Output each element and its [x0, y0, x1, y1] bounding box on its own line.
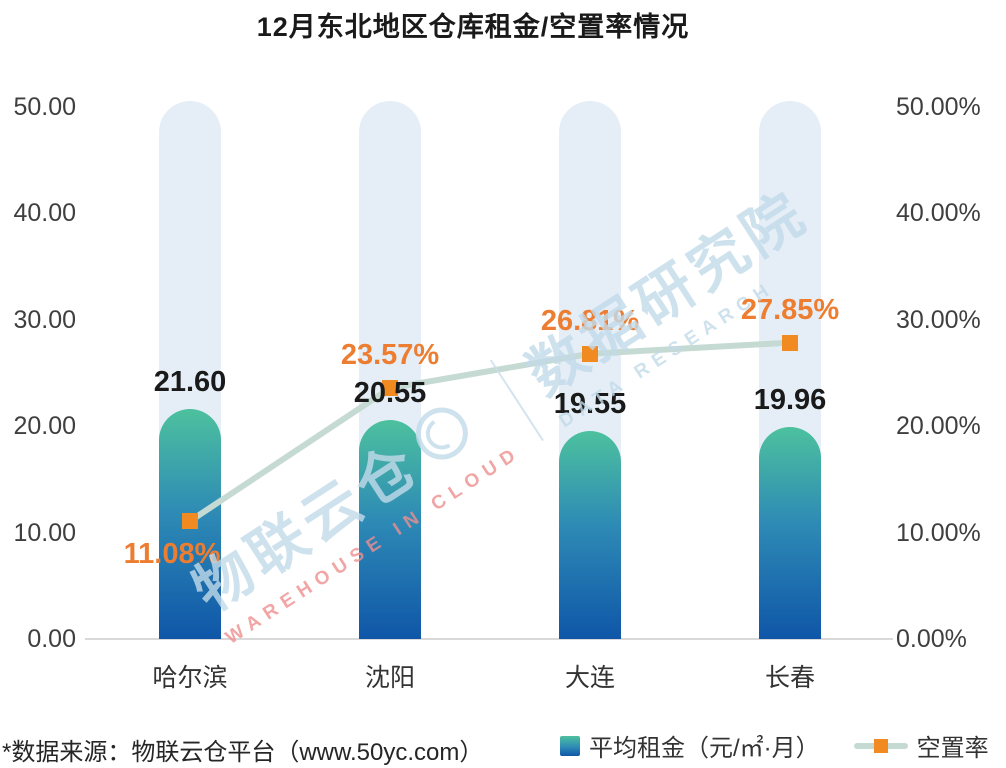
vacancy-value-label: 27.85%: [740, 293, 840, 326]
legend-vacancy-label: 空置率: [916, 735, 989, 762]
vacancy-marker-icon: [582, 345, 598, 362]
data-source-note: *数据来源：物联云仓平台（www.50yc.com）: [2, 739, 484, 766]
rent-value-label: 19.55: [553, 387, 627, 420]
vacancy-value-label: 23.57%: [340, 339, 440, 372]
category-label: 长春: [764, 664, 815, 692]
rent-bar: [559, 430, 621, 639]
legend-rent-label: 平均租金（元/㎡·月）: [589, 735, 820, 762]
vacancy-marker-icon: [182, 513, 198, 530]
y-axis-right-tick-label: 50.00%: [896, 93, 981, 121]
rent-value-label: 19.96: [753, 383, 827, 416]
y-axis-right-tick-label: 10.00%: [896, 518, 981, 547]
vacancy-value-label: 26.81%: [540, 304, 640, 337]
category-label: 沈阳: [364, 664, 415, 692]
x-axis-line: [85, 638, 893, 640]
legend: 平均租金（元/㎡·月） 空置率: [560, 728, 989, 763]
chart-title: 12月东北地区仓库租金/空置率情况: [256, 12, 690, 42]
rent-bar: [759, 426, 821, 639]
y-axis-right-tick-label: 30.00%: [896, 305, 981, 334]
legend-marker-icon: [873, 738, 888, 753]
y-axis-right-tick-label: 0.00%: [896, 625, 967, 653]
y-axis-left-tick-label: 0.00: [27, 625, 76, 653]
category-label: 哈尔滨: [152, 664, 228, 692]
y-axis-right-tick-label: 20.00%: [896, 412, 981, 441]
rent-value-label: 21.60: [153, 366, 227, 399]
y-axis-right-tick-label: 40.00%: [896, 199, 981, 228]
y-axis-left-tick-label: 10.00: [13, 518, 76, 547]
legend-line-swatch-icon: [853, 738, 908, 753]
vacancy-marker-icon: [382, 380, 398, 397]
vacancy-marker-icon: [782, 334, 798, 351]
y-axis-left-tick-label: 50.00: [13, 93, 76, 121]
legend-item-vacancy: 空置率: [853, 728, 989, 763]
legend-item-rent: 平均租金（元/㎡·月）: [560, 728, 820, 763]
category-label: 大连: [564, 664, 615, 692]
y-axis-left-tick-label: 20.00: [13, 412, 76, 441]
y-axis-left-tick-label: 30.00: [13, 305, 76, 334]
rent-value-label: 20.55: [353, 377, 427, 410]
legend-bar-swatch-icon: [560, 735, 580, 756]
vacancy-value-label: 11.08%: [123, 538, 221, 571]
y-axis-left-tick-label: 40.00: [13, 199, 76, 228]
rent-bar: [359, 420, 421, 639]
